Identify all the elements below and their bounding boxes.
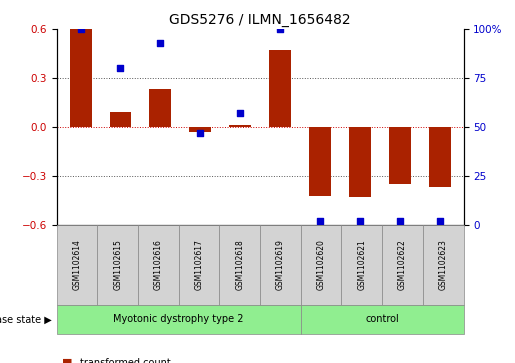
Point — [436, 218, 444, 224]
Bar — [349, 127, 371, 197]
Text: GSM1102614: GSM1102614 — [73, 240, 81, 290]
Text: Myotonic dystrophy type 2: Myotonic dystrophy type 2 — [113, 314, 244, 325]
Bar — [309, 127, 331, 196]
Text: GSM1102615: GSM1102615 — [113, 240, 122, 290]
Point — [356, 218, 364, 224]
Text: GSM1102616: GSM1102616 — [154, 240, 163, 290]
Text: GSM1102617: GSM1102617 — [195, 240, 203, 290]
Bar — [179, 225, 219, 305]
Text: disease state ▶: disease state ▶ — [0, 314, 52, 325]
Bar — [382, 225, 423, 305]
Text: GSM1102619: GSM1102619 — [276, 240, 285, 290]
Text: GSM1102618: GSM1102618 — [235, 240, 244, 290]
Bar — [190, 127, 211, 132]
Text: ■: ■ — [62, 358, 72, 363]
Text: GSM1102620: GSM1102620 — [317, 240, 325, 290]
Bar — [423, 225, 464, 305]
Bar — [229, 125, 251, 127]
Bar — [70, 29, 92, 127]
Text: transformed count: transformed count — [80, 358, 170, 363]
Point — [396, 218, 404, 224]
Title: GDS5276 / ILMN_1656482: GDS5276 / ILMN_1656482 — [169, 13, 351, 26]
Point — [196, 130, 204, 136]
Bar — [301, 305, 464, 334]
Bar — [138, 225, 179, 305]
Bar — [110, 112, 131, 127]
Point — [236, 110, 244, 116]
Bar — [57, 225, 97, 305]
Text: GSM1102623: GSM1102623 — [439, 240, 448, 290]
Text: GSM1102621: GSM1102621 — [357, 240, 366, 290]
Point — [156, 40, 164, 46]
Point — [316, 218, 324, 224]
Bar — [269, 50, 291, 127]
Bar — [219, 225, 260, 305]
Bar — [97, 225, 138, 305]
Bar — [149, 89, 171, 127]
Point — [116, 65, 125, 71]
Text: GSM1102622: GSM1102622 — [398, 240, 407, 290]
Point — [276, 26, 284, 32]
Bar — [389, 127, 410, 184]
Bar — [57, 305, 301, 334]
Point — [76, 26, 84, 32]
Bar — [301, 225, 341, 305]
Bar — [341, 225, 382, 305]
Text: control: control — [365, 314, 399, 325]
Bar — [428, 127, 451, 187]
Bar — [260, 225, 301, 305]
